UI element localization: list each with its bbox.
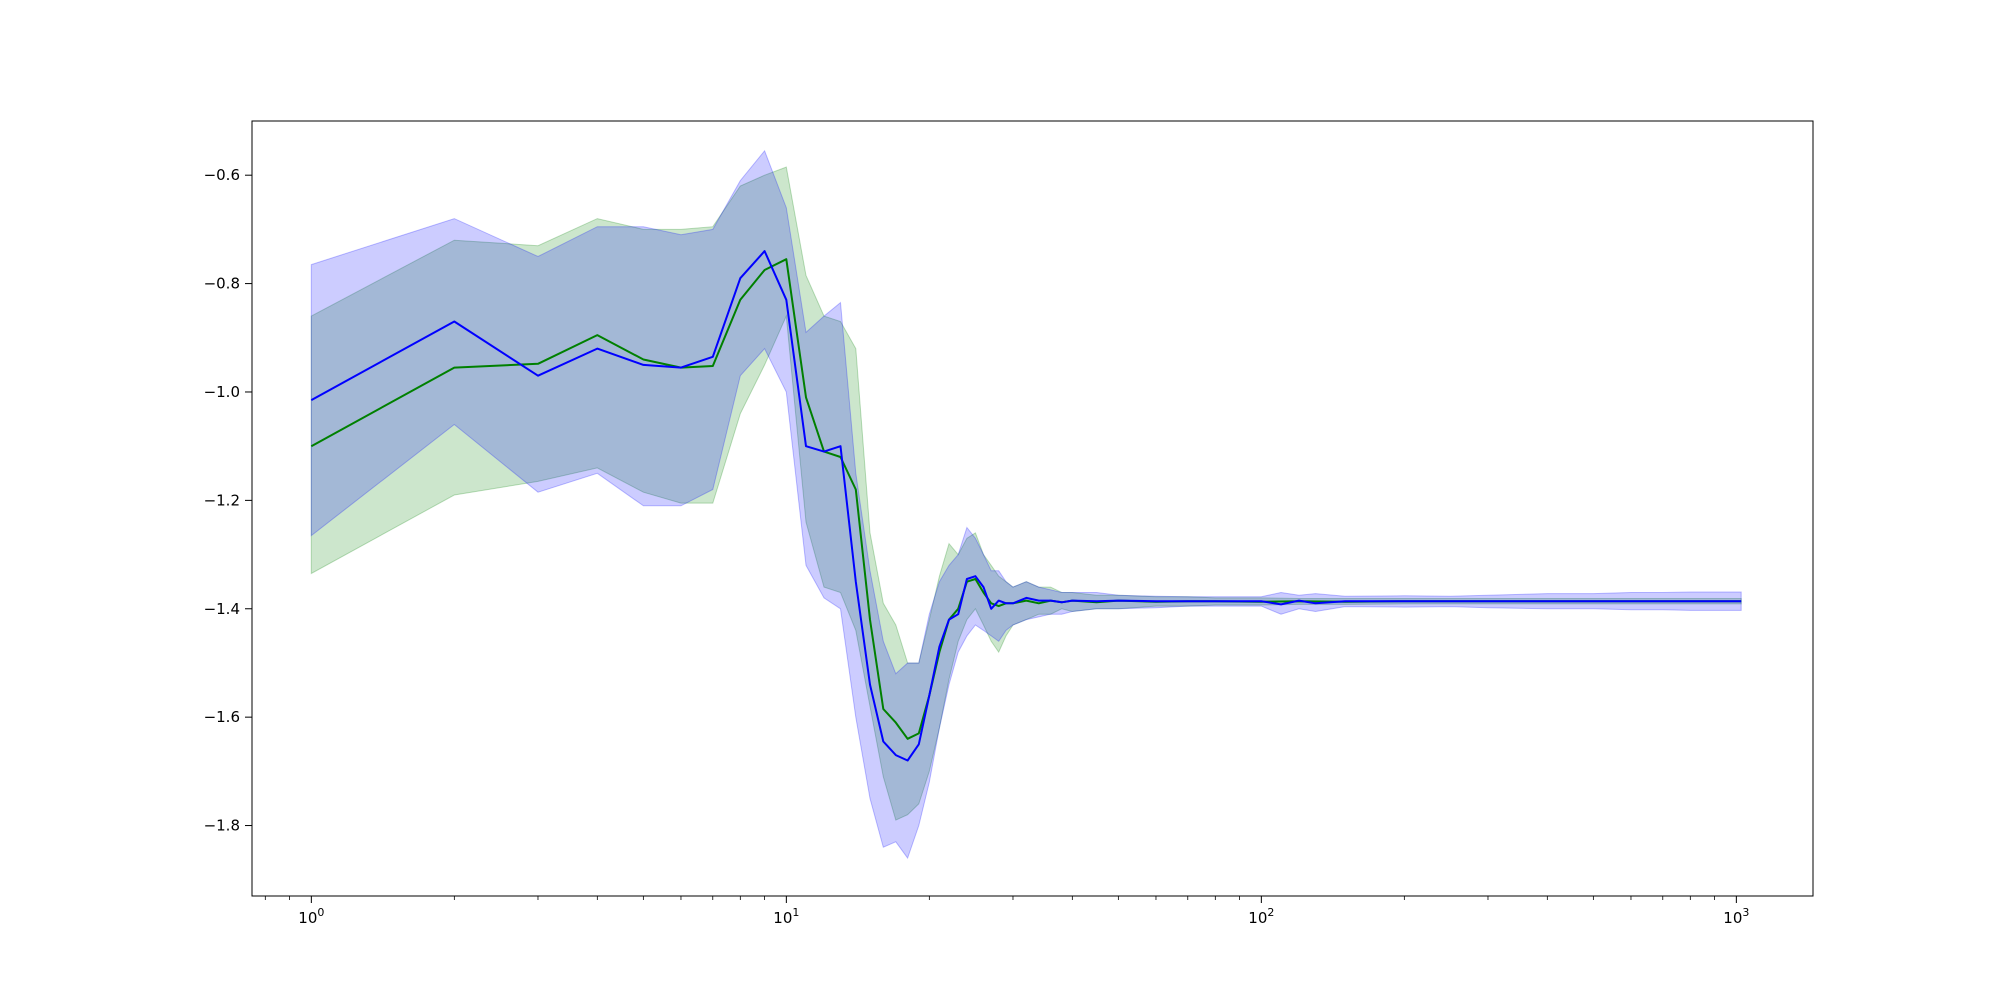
y-axis: −0.6 −0.8 −1.0 −1.2 −1.4 −1.6 −1.8 <box>204 166 252 835</box>
y-tick-label: −0.8 <box>204 275 240 293</box>
x-tick-label: 102 <box>1248 906 1274 927</box>
x-axis: 100 101 102 103 <box>264 896 1749 927</box>
x-tick-label: 100 <box>298 906 324 927</box>
series-2-line <box>310 250 1742 762</box>
series-2-band <box>310 149 1742 860</box>
y-tick-label: −1.0 <box>204 383 240 401</box>
plot-frame <box>251 120 1814 897</box>
y-tick-label: −1.4 <box>204 600 240 618</box>
confidence-bands <box>310 149 1742 860</box>
series-lines <box>310 250 1742 762</box>
y-tick-label: −0.6 <box>204 166 240 184</box>
series-1-band <box>310 166 1742 821</box>
y-tick-label: −1.2 <box>204 491 240 509</box>
y-tick-label: −1.6 <box>204 708 240 726</box>
x-tick-label: 101 <box>773 906 799 927</box>
y-tick-label: −1.8 <box>204 817 240 835</box>
x-tick-label: 103 <box>1723 906 1749 927</box>
